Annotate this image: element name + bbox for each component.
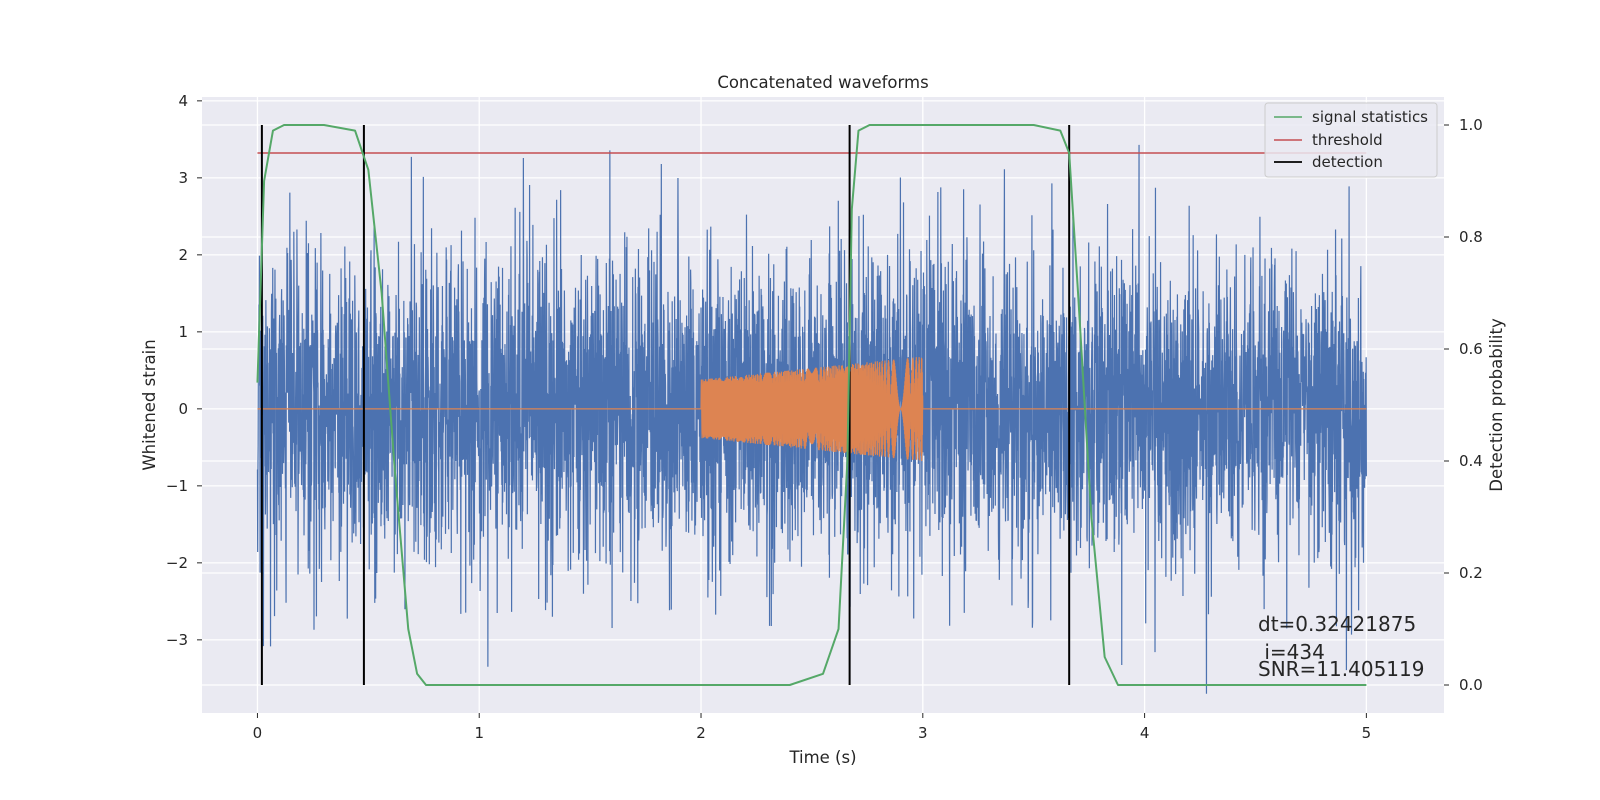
noise-line: [256, 144, 1367, 694]
x-axis-ticks: 0 1 2 3 4 5: [253, 713, 1371, 742]
chart-title: Concatenated waveforms: [717, 73, 928, 92]
x-tick-label: 3: [918, 724, 928, 742]
y-tick-label: −2: [166, 554, 188, 572]
y-tick-label: 1: [178, 323, 188, 341]
signal-statistics-series: [256, 124, 1367, 686]
y2-axis-label: Detection probability: [1487, 318, 1506, 492]
y-tick-label: −1: [166, 477, 188, 495]
injected-series: [257, 357, 1367, 462]
annotation-dt: dt=0.32421875: [1258, 612, 1416, 636]
y-tick-label: 2: [178, 246, 188, 264]
noise-series: [256, 144, 1367, 694]
x-tick-label: 4: [1140, 724, 1150, 742]
y-tick-label: −3: [166, 631, 188, 649]
y2-axis-ticks: 0.0 0.2 0.4 0.6 0.8 1.0: [1444, 116, 1483, 694]
y2-tick-label: 0.4: [1459, 452, 1483, 470]
y-axis-ticks: −3 −2 −1 0 1 2 3 4: [166, 92, 202, 649]
y2-tick-label: 0.0: [1459, 676, 1483, 694]
x-axis-label: Time (s): [788, 748, 856, 767]
y2-tick-label: 0.6: [1459, 340, 1483, 358]
x-tick-label: 0: [253, 724, 263, 742]
legend-label-signal-statistics: signal statistics: [1312, 108, 1428, 126]
y2-tick-label: 1.0: [1459, 116, 1483, 134]
legend: signal statistics threshold detection: [1264, 102, 1438, 178]
y2-tick-label: 0.8: [1459, 228, 1483, 246]
y-axis-label: Whitened strain: [140, 339, 159, 470]
legend-box: [1264, 102, 1438, 178]
legend-label-detection: detection: [1312, 153, 1383, 171]
annotation-index: i=434: [1258, 640, 1325, 664]
y2-tick-label: 0.2: [1459, 564, 1483, 582]
annotation-snr: SNR=11.405119: [1258, 657, 1424, 681]
x-tick-label: 2: [696, 724, 706, 742]
y-tick-label: 4: [178, 92, 188, 110]
signal-statistics-line: [256, 124, 1367, 686]
x-tick-label: 1: [474, 724, 484, 742]
legend-label-threshold: threshold: [1312, 131, 1383, 149]
y-tick-label: 0: [178, 400, 188, 418]
y-tick-label: 3: [178, 169, 188, 187]
injected-line: [257, 357, 1367, 462]
x-tick-label: 5: [1362, 724, 1372, 742]
